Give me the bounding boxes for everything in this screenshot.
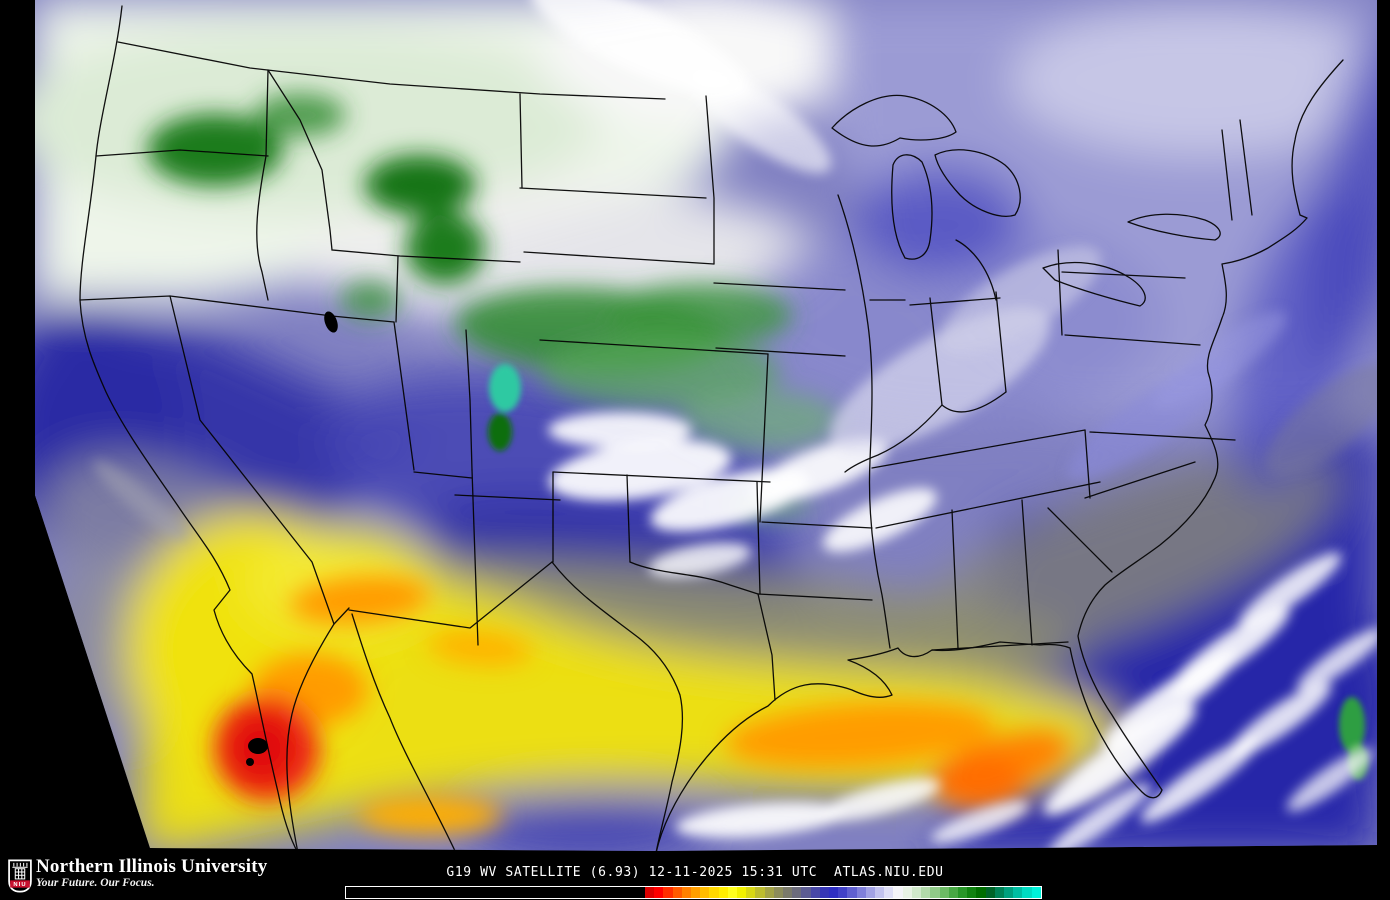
colorbar-segment: [764, 887, 774, 898]
colorbar-segment: [829, 887, 839, 898]
colorbar-segment: [865, 887, 876, 898]
colorbar-segment: [1031, 887, 1041, 898]
university-tagline: Your Future. Our Focus.: [36, 877, 155, 889]
colorbar-segment: [1003, 887, 1014, 898]
colorbar-segment: [672, 887, 682, 898]
colorbar-segment: [967, 887, 977, 898]
niu-shield-logo: NIU: [8, 859, 32, 893]
colorbar-segment: [893, 887, 903, 898]
colorbar-segment: [755, 887, 765, 898]
colorbar-segment: [985, 887, 995, 898]
colorbar-segment: [957, 887, 968, 898]
colorbar-segment: [691, 887, 701, 898]
colorbar-segment: [838, 887, 848, 898]
colorbar-segment: [783, 887, 793, 898]
colorbar-black-block: [346, 887, 645, 898]
colorbar-segment: [1022, 887, 1032, 898]
colorbar-segment: [911, 887, 922, 898]
colorbar-segment: [645, 887, 655, 898]
colorbar-segment: [994, 887, 1004, 898]
moisture-field: [35, 0, 1377, 851]
state-borders: [79, 5, 1344, 851]
colorbar-segment: [884, 887, 894, 898]
colorbar-segment: [921, 887, 931, 898]
footer-bar: NIU Northern Illinois University Your Fu…: [0, 853, 1390, 900]
colorbar-segment: [1013, 887, 1023, 898]
satellite-map: [35, 0, 1377, 851]
colorbar-segment: [718, 887, 728, 898]
colorbar-segment: [847, 887, 857, 898]
colorbar-segment: [856, 887, 866, 898]
colorbar-segment: [939, 887, 949, 898]
colorbar-segment: [727, 887, 738, 898]
colorbar-segment: [810, 887, 820, 898]
colorbar-gradient: [645, 887, 1041, 898]
colorbar-segment: [948, 887, 958, 898]
colorbar-segment: [654, 887, 664, 898]
niu-shield-band: [10, 880, 30, 888]
colorbar-segment: [875, 887, 885, 898]
colorbar-segment: [737, 887, 747, 898]
colorbar-segment: [930, 887, 940, 898]
colorbar-segment: [773, 887, 784, 898]
brand-block: Northern Illinois University Your Future…: [36, 856, 268, 890]
water-vapor-image: [35, 0, 1377, 851]
colorbar-segment: [681, 887, 692, 898]
colorbar-segment: [902, 887, 912, 898]
colorbar-segment: [976, 887, 986, 898]
colorbar: [345, 886, 1042, 899]
colorbar-segment: [700, 887, 710, 898]
niu-shield-text: NIU: [13, 882, 26, 888]
great-salt-lake: [324, 311, 338, 333]
colorbar-segment: [663, 887, 673, 898]
colorbar-segment: [709, 887, 719, 898]
hot-spot-core: [248, 738, 268, 754]
colorbar-segment: [801, 887, 811, 898]
university-name: Northern Illinois University: [36, 856, 268, 877]
colorbar-segment: [746, 887, 756, 898]
colorbar-segment: [819, 887, 830, 898]
colorbar-segment: [792, 887, 802, 898]
image-caption: G19 WV SATELLITE (6.93) 12-11-2025 15:31…: [446, 865, 944, 880]
